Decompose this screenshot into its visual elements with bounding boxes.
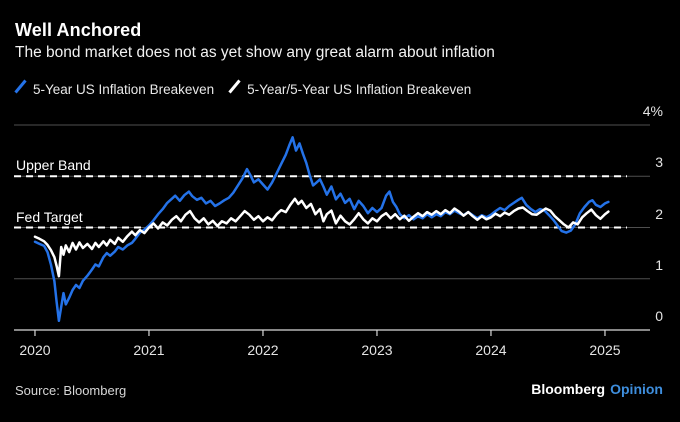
x-axis-label-2023: 2023: [361, 342, 393, 358]
legend-label-5y5y-breakeven: 5-Year/5-Year US Inflation Breakeven: [247, 81, 472, 97]
x-axis-label-2025: 2025: [589, 342, 621, 358]
y-axis-label-1: 1: [655, 256, 663, 273]
chart-subtitle: The bond market does not as yet show any…: [15, 44, 495, 61]
legend-item-5y5y-breakeven: 5-Year/5-Year US Inflation Breakeven: [228, 79, 471, 99]
legend-label-5y-breakeven: 5-Year US Inflation Breakeven: [33, 81, 215, 97]
white-line-swatch-icon: [228, 79, 241, 99]
page-title: Well Anchored: [15, 20, 142, 40]
y-axis-label-0: 0: [655, 308, 663, 324]
5y-breakeven-line: [33, 136, 610, 323]
y-axis-label-2: 2: [655, 205, 663, 222]
legend-item-5y-breakeven: 5-Year US Inflation Breakeven: [14, 79, 214, 99]
upper-band-label: Upper Band: [16, 157, 91, 174]
x-axis-label-2020: 2020: [19, 342, 51, 358]
5y5y-breakeven-line: [33, 197, 610, 278]
x-axis-label-2022: 2022: [247, 342, 279, 358]
y-axis-label-3: 3: [655, 154, 663, 171]
bloomberg-opinion-logo: Bloomberg Opinion: [531, 381, 663, 397]
fed-target-label: Fed Target: [16, 208, 83, 225]
source-note: Source: Bloomberg: [15, 383, 127, 398]
legend: 5-Year US Inflation Breakeven 5-Year/5-Y…: [14, 79, 471, 99]
brand-bloomberg: Bloomberg: [531, 381, 606, 397]
brand-opinion: Opinion: [610, 381, 663, 397]
x-axis-label-2024: 2024: [475, 342, 507, 358]
blue-line-swatch-icon: [14, 79, 27, 99]
x-axis-label-2021: 2021: [133, 342, 165, 358]
y-axis-label-4: 4%: [642, 103, 663, 119]
